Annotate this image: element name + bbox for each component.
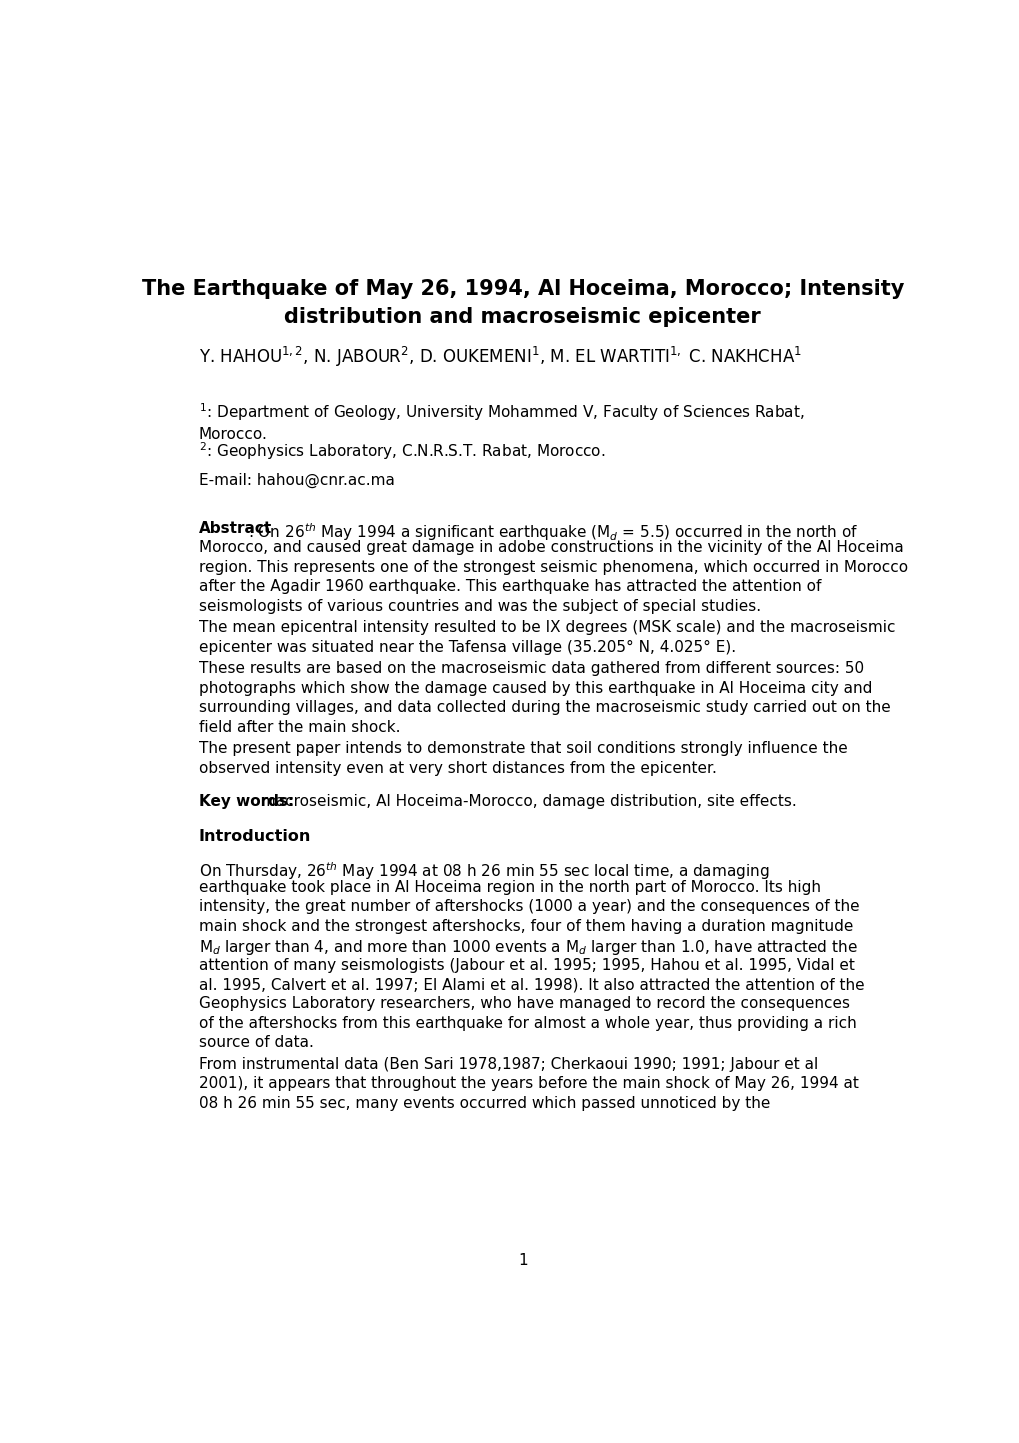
Text: The present paper intends to demonstrate that soil conditions strongly influence: The present paper intends to demonstrate… — [199, 742, 847, 756]
Text: Abstract: Abstract — [199, 521, 272, 535]
Text: macroseismic, Al Hoceima-Morocco, damage distribution, site effects.: macroseismic, Al Hoceima-Morocco, damage… — [256, 794, 796, 808]
Text: $^{1}$: Department of Geology, University Mohammed V, Faculty of Sciences Rabat,: $^{1}$: Department of Geology, Universit… — [199, 401, 803, 443]
Text: These results are based on the macroseismic data gathered from different sources: These results are based on the macroseis… — [199, 661, 863, 677]
Text: E-mail: hahou@cnr.ac.ma: E-mail: hahou@cnr.ac.ma — [199, 473, 394, 488]
Text: field after the main shock.: field after the main shock. — [199, 720, 399, 734]
Text: epicenter was situated near the Tafensa village (35.205° N, 4.025° E).: epicenter was situated near the Tafensa … — [199, 639, 735, 655]
Text: earthquake took place in Al Hoceima region in the north part of Morocco. Its hig: earthquake took place in Al Hoceima regi… — [199, 880, 820, 895]
Text: Y. HAHOU$^{1, 2}$, N. JABOUR$^{2}$, D. OUKEMENI$^{1}$, M. EL WARTITI$^{1,}$ C. N: Y. HAHOU$^{1, 2}$, N. JABOUR$^{2}$, D. O… — [199, 345, 801, 369]
Text: The mean epicentral intensity resulted to be IX degrees (MSK scale) and the macr: The mean epicentral intensity resulted t… — [199, 620, 895, 635]
Text: 2001), it appears that throughout the years before the main shock of May 26, 199: 2001), it appears that throughout the ye… — [199, 1076, 858, 1091]
Text: Key words:: Key words: — [199, 794, 293, 808]
Text: Geophysics Laboratory researchers, who have managed to record the consequences: Geophysics Laboratory researchers, who h… — [199, 997, 849, 1012]
Text: region. This represents one of the strongest seismic phenomena, which occurred i: region. This represents one of the stron… — [199, 560, 907, 574]
Text: On Thursday, 26$^{th}$ May 1994 at 08 h 26 min 55 sec local time, a damaging: On Thursday, 26$^{th}$ May 1994 at 08 h … — [199, 860, 768, 882]
Text: photographs which show the damage caused by this earthquake in Al Hoceima city a: photographs which show the damage caused… — [199, 681, 871, 696]
Text: The Earthquake of May 26, 1994, Al Hoceima, Morocco; Intensity
distribution and : The Earthquake of May 26, 1994, Al Hocei… — [142, 278, 903, 326]
Text: main shock and the strongest aftershocks, four of them having a duration magnitu: main shock and the strongest aftershocks… — [199, 919, 852, 934]
Text: M$_{d}$ larger than 4, and more than 1000 events a M$_{d}$ larger than 1.0, have: M$_{d}$ larger than 4, and more than 100… — [199, 938, 857, 957]
Text: source of data.: source of data. — [199, 1036, 313, 1051]
Text: 1: 1 — [518, 1253, 527, 1268]
Text: al. 1995, Calvert et al. 1997; El Alami et al. 1998). It also attracted the atte: al. 1995, Calvert et al. 1997; El Alami … — [199, 977, 863, 991]
Text: intensity, the great number of aftershocks (1000 a year) and the consequences of: intensity, the great number of aftershoc… — [199, 899, 858, 915]
Text: surrounding villages, and data collected during the macroseismic study carried o: surrounding villages, and data collected… — [199, 700, 890, 716]
Text: attention of many seismologists (Jabour et al. 1995; 1995, Hahou et al. 1995, Vi: attention of many seismologists (Jabour … — [199, 958, 854, 973]
Text: seismologists of various countries and was the subject of special studies.: seismologists of various countries and w… — [199, 599, 760, 613]
Text: From instrumental data (Ben Sari 1978,1987; Cherkaoui 1990; 1991; Jabour et al: From instrumental data (Ben Sari 1978,19… — [199, 1058, 817, 1072]
Text: observed intensity even at very short distances from the epicenter.: observed intensity even at very short di… — [199, 760, 715, 776]
Text: of the aftershocks from this earthquake for almost a whole year, thus providing : of the aftershocks from this earthquake … — [199, 1016, 856, 1030]
Text: : On 26$^{th}$ May 1994 a significant earthquake (M$_{d}$ = 5.5) occurred in the: : On 26$^{th}$ May 1994 a significant ea… — [248, 521, 857, 543]
Text: after the Agadir 1960 earthquake. This earthquake has attracted the attention of: after the Agadir 1960 earthquake. This e… — [199, 579, 820, 595]
Text: 08 h 26 min 55 sec, many events occurred which passed unnoticed by the: 08 h 26 min 55 sec, many events occurred… — [199, 1095, 769, 1111]
Text: $^{2}$: Geophysics Laboratory, C.N.R.S.T. Rabat, Morocco.: $^{2}$: Geophysics Laboratory, C.N.R.S.T… — [199, 440, 604, 462]
Text: Morocco, and caused great damage in adobe constructions in the vicinity of the A: Morocco, and caused great damage in adob… — [199, 540, 903, 556]
Text: Introduction: Introduction — [199, 830, 311, 844]
